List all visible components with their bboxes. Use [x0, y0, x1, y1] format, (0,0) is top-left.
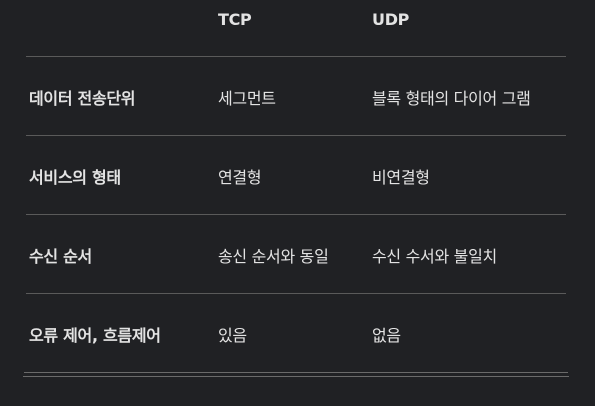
table-row: 서비스의 형태 연결형 비연결형	[24, 136, 568, 215]
row-label: 서비스의 형태	[29, 167, 121, 187]
header-empty-cell	[24, 0, 205, 57]
header-tcp: TCP	[218, 10, 252, 29]
table-header-row: TCP UDP	[24, 0, 568, 57]
comparison-table: TCP UDP 데이터 전송단위 세그먼트 블록 형태의 다이어 그램 서비스의…	[24, 0, 568, 373]
udp-value: 없음	[372, 325, 401, 345]
udp-value: 비연결형	[372, 167, 430, 187]
udp-value: 블록 형태의 다이어 그램	[372, 88, 531, 108]
tcp-value: 송신 순서와 동일	[218, 246, 329, 266]
udp-value: 수신 수서와 불일치	[372, 246, 497, 266]
table-bottom-border	[23, 376, 569, 377]
tcp-value: 연결형	[218, 167, 262, 187]
tcp-value: 세그먼트	[218, 88, 276, 108]
tcp-value: 있음	[218, 325, 247, 345]
table-row: 데이터 전송단위 세그먼트 블록 형태의 다이어 그램	[24, 57, 568, 136]
row-label: 데이터 전송단위	[29, 88, 136, 108]
row-label: 오류 제어, 흐름제어	[29, 325, 161, 345]
row-label: 수신 순서	[29, 246, 92, 266]
header-udp: UDP	[372, 10, 410, 29]
table-row: 수신 순서 송신 순서와 동일 수신 수서와 불일치	[24, 215, 568, 294]
table-row: 오류 제어, 흐름제어 있음 없음	[24, 294, 568, 373]
